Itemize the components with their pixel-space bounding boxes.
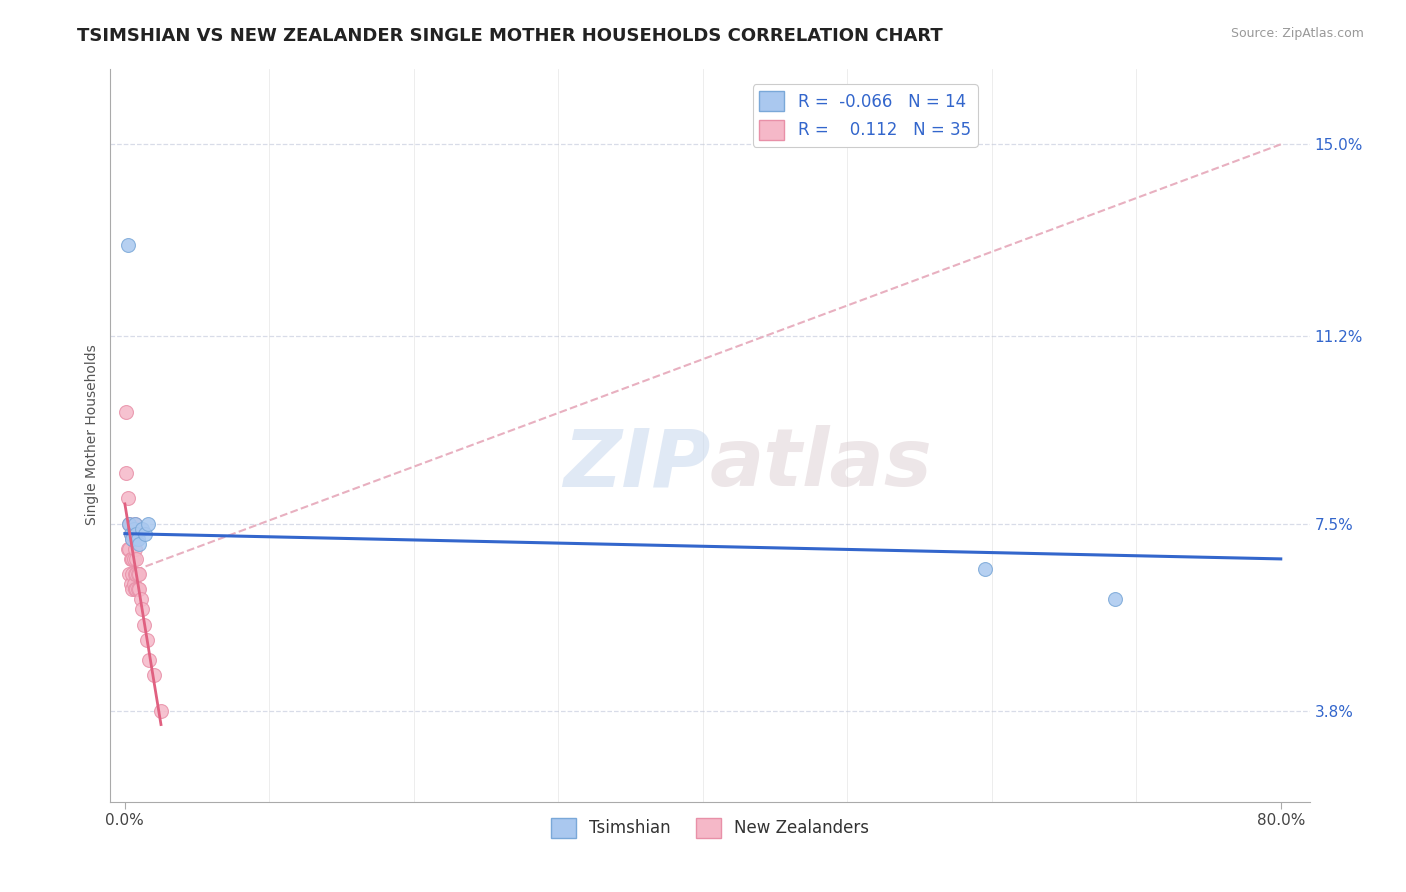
Text: atlas: atlas xyxy=(710,425,932,503)
Point xyxy=(118,567,141,582)
Point xyxy=(135,632,157,647)
Point xyxy=(129,592,152,607)
Point xyxy=(136,516,159,531)
Point xyxy=(125,526,148,541)
Legend: Tsimshian, New Zealanders: Tsimshian, New Zealanders xyxy=(544,811,876,845)
Point xyxy=(124,541,146,556)
Point xyxy=(124,516,146,531)
Point xyxy=(125,552,148,566)
Point xyxy=(142,668,165,682)
Point xyxy=(121,567,143,582)
Point xyxy=(149,704,172,718)
Point xyxy=(124,582,146,597)
Point xyxy=(128,567,150,582)
Point xyxy=(120,577,142,591)
Point xyxy=(118,541,141,556)
Point xyxy=(1104,592,1126,607)
Point xyxy=(117,541,139,556)
Point xyxy=(122,522,145,536)
Y-axis label: Single Mother Households: Single Mother Households xyxy=(86,344,100,525)
Point xyxy=(120,526,142,541)
Point xyxy=(134,526,156,541)
Point xyxy=(120,526,142,541)
Point xyxy=(121,532,143,546)
Text: TSIMSHIAN VS NEW ZEALANDER SINGLE MOTHER HOUSEHOLDS CORRELATION CHART: TSIMSHIAN VS NEW ZEALANDER SINGLE MOTHER… xyxy=(77,27,943,45)
Point xyxy=(124,516,146,531)
Point xyxy=(120,552,142,566)
Point xyxy=(128,537,150,551)
Point xyxy=(124,567,146,582)
Text: ZIP: ZIP xyxy=(562,425,710,503)
Point xyxy=(131,522,153,536)
Point xyxy=(121,532,143,546)
Point xyxy=(127,582,149,597)
Point xyxy=(125,567,148,582)
Point xyxy=(117,238,139,252)
Point xyxy=(122,532,145,546)
Text: Source: ZipAtlas.com: Source: ZipAtlas.com xyxy=(1230,27,1364,40)
Point xyxy=(125,582,148,597)
Point xyxy=(131,602,153,616)
Point xyxy=(122,552,145,566)
Point xyxy=(121,552,143,566)
Point xyxy=(132,617,155,632)
Point xyxy=(121,582,143,597)
Point xyxy=(122,577,145,591)
Point xyxy=(118,516,141,531)
Point xyxy=(118,516,141,531)
Point xyxy=(973,562,995,576)
Point xyxy=(115,466,138,480)
Point xyxy=(127,567,149,582)
Point xyxy=(115,405,138,419)
Point xyxy=(138,653,160,667)
Point xyxy=(128,582,150,597)
Point xyxy=(117,491,139,506)
Point xyxy=(127,532,149,546)
